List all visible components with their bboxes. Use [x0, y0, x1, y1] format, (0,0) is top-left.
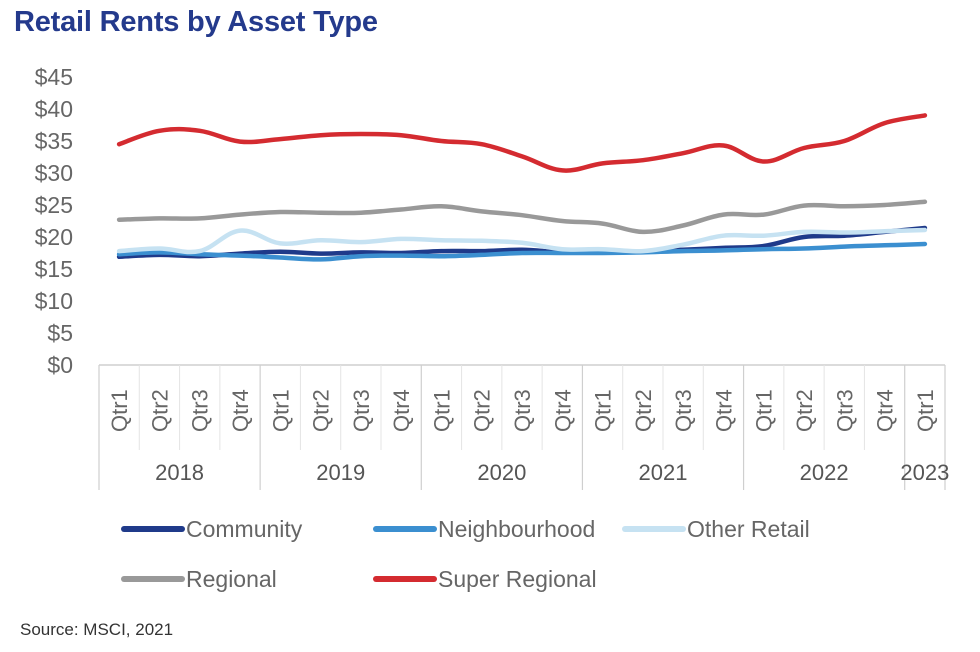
y-tick-labels: $0 $5 $10 $15 $20 $25 $30 $35 $40 $45 [35, 64, 73, 378]
y-tick-label: $20 [35, 224, 73, 250]
x-tick-label: Qtr1 [429, 389, 454, 432]
x-tick-label: Qtr3 [671, 389, 696, 432]
x-tick-label: Qtr1 [268, 389, 293, 432]
y-tick-label: $45 [35, 64, 73, 90]
x-tick-label: Qtr3 [510, 389, 535, 432]
legend-label-regional: Regional [186, 566, 277, 592]
year-label: 2023 [900, 460, 949, 485]
x-tick-label: Qtr4 [550, 389, 575, 432]
legend-label-community: Community [186, 516, 303, 542]
chart-title: Retail Rents by Asset Type [14, 6, 378, 38]
y-tick-label: $30 [35, 160, 73, 186]
series-line-community [116, 225, 928, 260]
x-tick-label: Qtr2 [147, 389, 172, 432]
x-tick-label: Qtr2 [792, 389, 817, 432]
line-chart: $0$5$10$15$20$25$30$35$40$45 Qtr1 Qtr2 Qtr… [35, 64, 950, 592]
x-tick-label: Qtr2 [470, 389, 495, 432]
x-tick-label: Qtr4 [711, 389, 736, 432]
legend-label-other-retail: Other Retail [687, 516, 810, 542]
y-tick-label: $35 [35, 128, 73, 154]
x-tick-label: Qtr1 [591, 389, 616, 432]
source-note: Source: MSCI, 2021 [20, 620, 174, 639]
x-tick-label: Qtr1 [752, 389, 777, 432]
y-tick-label: $5 [47, 320, 73, 346]
series-line-super-regional [116, 113, 928, 173]
legend-label-super-regional: Super Regional [438, 566, 597, 592]
year-label: 2018 [155, 460, 204, 485]
year-label: 2019 [316, 460, 365, 485]
series-line-neighbourhood [116, 241, 928, 262]
series-lines [116, 113, 928, 262]
axes [98, 364, 946, 490]
x-tick-label: Qtr3 [188, 389, 213, 432]
x-tick-labels: Qtr1 Qtr2 Qtr3 Qtr4 Qtr1 Qtr2 Qtr3 Qtr4 Qtr1 Qtr2… [107, 389, 938, 432]
year-label: 2021 [639, 460, 688, 485]
series-line-other-retail [116, 227, 928, 255]
series-line-regional [116, 199, 928, 235]
x-tick-label: Qtr4 [873, 389, 898, 432]
year-label: 2020 [477, 460, 526, 485]
x-tick-label: Qtr3 [349, 389, 374, 432]
year-labels: 2018 2019 2020 2021 2022 2023 [155, 460, 949, 485]
x-tick-label: Qtr1 [107, 389, 132, 432]
legend: Community Neighbourhood Other Retail Region… [121, 516, 810, 592]
x-tick-label: Qtr4 [389, 389, 414, 432]
y-tick-label: $40 [35, 96, 73, 122]
x-tick-label: Qtr3 [832, 389, 857, 432]
y-tick-label: $10 [35, 288, 73, 314]
year-label: 2022 [800, 460, 849, 485]
y-tick-label: $15 [35, 256, 73, 282]
y-tick-label: $0 [47, 352, 73, 378]
x-tick-label: Qtr1 [913, 389, 938, 432]
x-tick-label: Qtr4 [228, 389, 253, 432]
legend-label-neighbourhood: Neighbourhood [438, 516, 595, 542]
x-tick-label: Qtr2 [631, 389, 656, 432]
y-tick-label: $25 [35, 192, 73, 218]
x-tick-label: Qtr2 [309, 389, 334, 432]
